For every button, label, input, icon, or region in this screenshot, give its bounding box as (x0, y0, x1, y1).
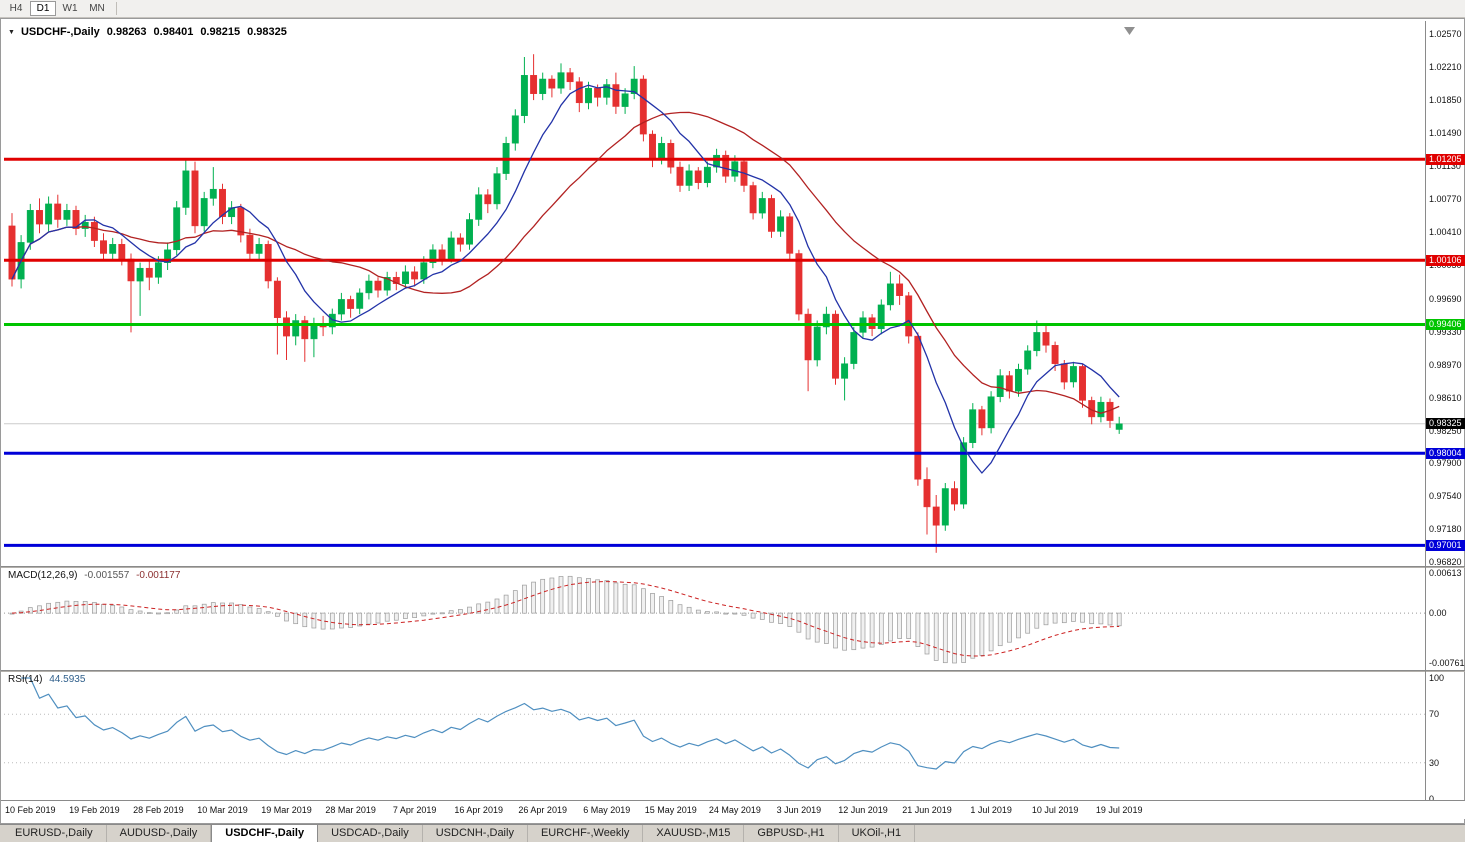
time-axis-label: 24 May 2019 (708, 805, 761, 815)
chart-tabs-bar: EURUSD-,Daily AUDUSD-,Daily USDCHF-,Daily U… (0, 824, 1465, 842)
chart-tab-eurchf-weekly[interactable]: EURCHF-,Weekly (528, 825, 644, 842)
time-axis-label: 16 Apr 2019 (454, 805, 503, 815)
chart-tab-eurusd-daily[interactable]: EURUSD-,Daily (2, 825, 107, 842)
time-axis-label: 6 May 2019 (583, 805, 631, 815)
ohlc-high: 0.98401 (153, 26, 194, 38)
price-axis-tick: 0.96820 (1429, 557, 1462, 567)
timeframe-button-h4[interactable]: H4 (9, 3, 23, 14)
price-axis-tick: 0.97900 (1429, 457, 1462, 468)
rsi-axis-tick: 70 (1429, 709, 1440, 720)
time-axis-label: 3 Jun 2019 (776, 805, 822, 815)
panel-resize-separator[interactable] (1, 670, 1465, 672)
chart-tab-ukoil-h1[interactable]: UKOil-,H1 (839, 825, 916, 842)
time-axis[interactable]: 10 Feb 2019 19 Feb 2019 28 Feb 2019 10 Mar … (1, 801, 1465, 819)
price-axis-tick: 0.98970 (1429, 359, 1462, 370)
timeframe-button-d1[interactable]: D1 (30, 1, 56, 16)
timeframe-button-w1[interactable]: W1 (62, 3, 78, 14)
chart-tab-audusd-daily[interactable]: AUDUSD-,Daily (107, 825, 212, 842)
level-price-label: 1.01205 (1426, 153, 1465, 165)
panel-resize-separator[interactable] (1, 566, 1465, 568)
ohlc-low: 0.98215 (200, 26, 241, 38)
time-axis-separator (1, 800, 1465, 801)
price-axis-tick: 0.98250 (1429, 425, 1462, 436)
chart-tab-usdcnh-daily[interactable]: USDCNH-,Daily (423, 825, 528, 842)
rsi-name: RSI(14) (8, 674, 43, 685)
time-axis-label: 19 Jul 2019 (1095, 805, 1143, 815)
rsi-value: 44.5935 (49, 674, 86, 685)
collapse-chart-icon[interactable]: ▼ (8, 28, 15, 36)
time-axis-label: 21 Jun 2019 (902, 805, 952, 815)
price-axis-tick: 1.00410 (1429, 227, 1462, 238)
time-axis-label: 12 Jun 2019 (838, 805, 888, 815)
time-axis-label: 15 May 2019 (644, 805, 697, 815)
axis-label-overlays: 1.01205 1.00106 0.99406 0.98004 0.97001 0.983… (1426, 19, 1465, 819)
time-axis-label: 19 Mar 2019 (261, 805, 312, 815)
ohlc-open: 0.98263 (106, 26, 147, 38)
price-axis-tick: 1.01130 (1429, 161, 1461, 172)
chart-symbol-label: USDCHF-,Daily (20, 26, 100, 38)
macd-indicator-label: MACD(12,26,9) -0.001557 -0.001177 (8, 570, 180, 581)
chart-tab-xauusd-m15[interactable]: XAUUSD-,M15 (643, 825, 745, 842)
chart-tab-gbpusd-h1[interactable]: GBPUSD-,H1 (744, 825, 839, 842)
level-price-label: 1.00106 (1426, 254, 1465, 266)
price-axis-tick: 0.99690 (1429, 293, 1462, 304)
time-axis-label: 26 Apr 2019 (518, 805, 567, 815)
level-price-label: 0.98004 (1426, 447, 1465, 459)
macd-axis-tick: 0.00 (1429, 608, 1447, 619)
chart-tab-usdcad-daily[interactable]: USDCAD-,Daily (318, 825, 423, 842)
ohlc-close: 0.98325 (247, 26, 287, 38)
timeframe-buttons: H4 D1 W1 MN (3, 0, 111, 17)
price-axis-tick: 0.97540 (1429, 490, 1462, 501)
rsi-axis-tick: 0 (1429, 794, 1435, 804)
price-axis-tick: 0.97180 (1429, 523, 1462, 534)
chart-title: ▼ USDCHF-,Daily 0.98263 0.98401 0.98215 … (8, 26, 287, 38)
time-axis-label: 1 Jul 2019 (970, 805, 1012, 815)
time-axis-label: 10 Jul 2019 (1031, 805, 1079, 815)
price-axis-tick: 0.98610 (1429, 392, 1462, 403)
price-axis-border (1425, 21, 1426, 801)
time-axis-label: 10 Feb 2019 (5, 805, 56, 815)
macd-signal-value: -0.001177 (136, 570, 181, 581)
price-axis-tick: 1.02210 (1429, 62, 1462, 73)
macd-axis-tick: -0.007612 (1429, 658, 1465, 668)
rsi-indicator-label: RSI(14) 44.5935 (8, 674, 85, 685)
price-axis-tick: 0.99330 (1429, 326, 1462, 337)
shift-marker-icon (1124, 27, 1135, 35)
timeframe-button-mn[interactable]: MN (89, 3, 105, 14)
level-price-label: 0.99406 (1426, 319, 1465, 330)
current-price-label: 0.98325 (1426, 418, 1465, 430)
rsi-axis-tick: 100 (1429, 673, 1445, 683)
macd-name: MACD(12,26,9) (8, 570, 78, 581)
time-axis-label: 7 Apr 2019 (392, 805, 437, 815)
chart-window: ▼ USDCHF-,Daily 0.98263 0.98401 0.98215 … (0, 18, 1465, 824)
price-axis-tick: 1.02570 (1429, 29, 1462, 39)
macd-axis-tick: 0.00613 (1429, 568, 1462, 578)
period-toolbar: H4 D1 W1 MN (0, 0, 1465, 18)
chart-tab-usdchf-daily[interactable]: USDCHF-,Daily (211, 825, 319, 842)
time-axis-label: 10 Mar 2019 (197, 805, 248, 815)
time-axis-label: 19 Feb 2019 (69, 805, 120, 815)
toolbar-separator (116, 2, 117, 15)
rsi-axis-tick: 30 (1429, 757, 1440, 768)
price-axis-tick: 1.01490 (1429, 128, 1462, 139)
macd-main-value: -0.001557 (84, 570, 130, 581)
time-axis-label: 28 Mar 2019 (325, 805, 376, 815)
price-axis-tick: 1.00770 (1429, 194, 1462, 205)
time-axis-label: 28 Feb 2019 (133, 805, 184, 815)
price-axis-tick: 1.01850 (1429, 95, 1462, 106)
level-price-label: 0.97001 (1426, 539, 1465, 551)
candlestick-chart[interactable] (4, 21, 1425, 801)
